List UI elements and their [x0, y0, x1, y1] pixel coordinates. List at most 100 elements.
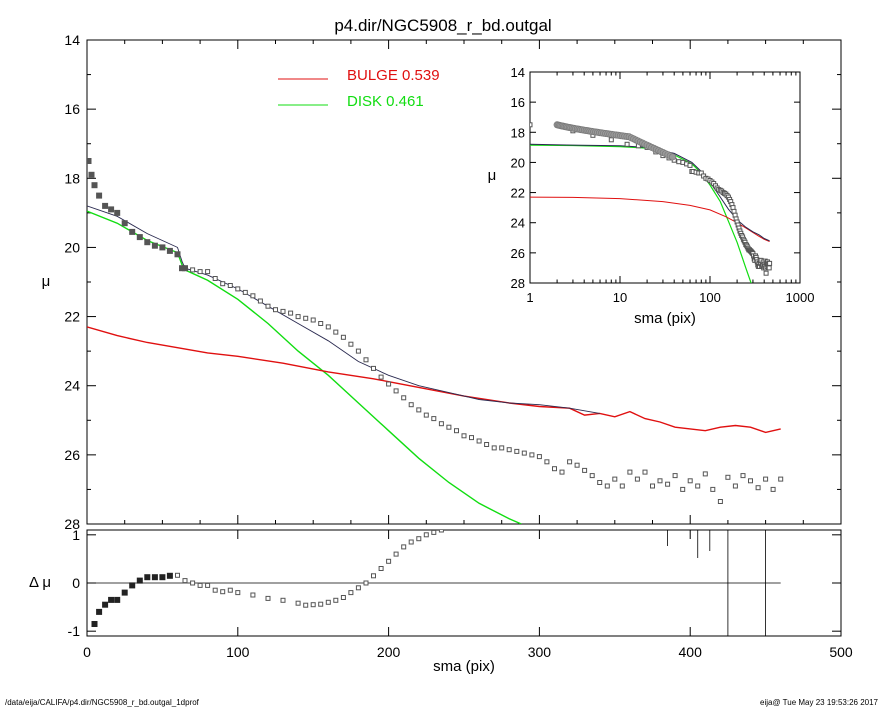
residual-x-axis-label: sma (pix) — [433, 658, 495, 675]
residual-point — [303, 602, 309, 608]
inset-profile-dense-point — [669, 153, 677, 161]
residual-point — [333, 597, 339, 603]
residual-point — [121, 589, 128, 596]
profile-point — [732, 483, 738, 489]
profile-point — [454, 428, 459, 434]
profile-point — [242, 289, 248, 295]
profile-point — [506, 447, 512, 453]
profile-point — [333, 329, 339, 335]
profile-point — [151, 242, 158, 249]
legend: BULGE 0.539 DISK 0.461 — [278, 67, 440, 110]
profile-point — [227, 283, 233, 288]
residual-y-tick-label: 1 — [72, 527, 80, 543]
inset-bulge-line — [530, 196, 770, 243]
residual-point — [250, 592, 256, 598]
inset-profile-point — [608, 137, 614, 143]
residual-point — [159, 574, 166, 581]
profile-point — [484, 442, 490, 447]
profile-point — [371, 365, 376, 371]
main-plot: 14 16 18 20 22 24 26 28 μ BULGE 0.539 DISK 0.46… — [42, 32, 842, 532]
inset-y-tick-label: 26 — [511, 246, 525, 261]
inset-profile-point — [687, 162, 693, 168]
footer-right: eija@ Tue May 23 19:53:26 2017 — [760, 698, 879, 707]
profile-point — [748, 478, 753, 484]
profile-point — [197, 269, 203, 275]
profile-point — [144, 239, 151, 246]
profile-point — [582, 467, 588, 473]
profile-point — [559, 469, 565, 475]
inset-plot-frame — [529, 71, 801, 284]
inset-y-axis-label: μ — [488, 167, 497, 184]
profile-point — [408, 402, 414, 408]
profile-point — [88, 171, 95, 178]
profile-point — [529, 452, 535, 458]
profile-point — [725, 474, 731, 480]
residual-point — [227, 587, 233, 593]
inset-profile-point — [624, 141, 630, 147]
profile-point — [597, 480, 603, 485]
profile-point — [121, 220, 128, 227]
residual-y-tick-label: 0 — [72, 575, 80, 591]
profile-point — [423, 412, 429, 418]
profile-point — [416, 407, 422, 413]
inset-x-tick-label: 1000 — [786, 290, 815, 305]
x-tick-label: 500 — [829, 644, 853, 660]
residual-point — [175, 572, 180, 578]
profile-point — [695, 483, 701, 489]
bulge-model-line — [87, 326, 781, 434]
profile-point — [438, 421, 444, 427]
residual-point — [416, 536, 422, 542]
profile-point — [589, 473, 595, 479]
y-tick-label: 14 — [64, 32, 80, 48]
profile-point — [627, 469, 633, 475]
residual-y-axis-label: Δ μ — [29, 574, 51, 591]
residual-point — [363, 580, 369, 586]
profile-point — [604, 483, 610, 489]
profile-point — [680, 486, 686, 492]
x-tick-label: 300 — [528, 644, 552, 660]
y-tick-label: 28 — [64, 516, 80, 532]
residual-point — [108, 596, 115, 603]
residual-point — [423, 532, 429, 538]
inset-x-axis-label: sma (pix) — [634, 310, 696, 327]
residual-point — [386, 558, 392, 564]
residual-point — [408, 539, 414, 545]
profile-point — [108, 206, 115, 213]
residual-point — [355, 585, 361, 591]
y-tick-label: 26 — [64, 447, 80, 463]
inset-series — [530, 121, 773, 283]
profile-point — [348, 341, 354, 347]
profile-point — [469, 435, 474, 441]
profile-point — [87, 158, 92, 164]
profile-point — [514, 448, 520, 454]
legend-disk-label: DISK 0.461 — [347, 93, 424, 110]
main-y-ticks: 14 16 18 20 22 24 26 28 — [64, 32, 841, 532]
residual-point — [371, 573, 376, 579]
profile-point — [159, 244, 166, 251]
profile-point — [265, 303, 271, 309]
profile-point — [303, 315, 309, 321]
x-tick-label: 100 — [226, 644, 250, 660]
profile-point — [318, 321, 324, 326]
profile-point — [710, 486, 716, 492]
residual-point — [431, 530, 437, 535]
residual-point — [197, 582, 203, 588]
residual-point — [166, 572, 173, 579]
x-tick-label: 200 — [377, 644, 401, 660]
inset-x-tick-label: 100 — [699, 290, 721, 305]
residual-point — [325, 599, 331, 605]
profile-point — [102, 202, 109, 209]
residual-series-group — [89, 530, 766, 643]
inset-profile-point — [676, 159, 682, 165]
residual-point — [102, 601, 109, 608]
y-tick-label: 16 — [64, 101, 80, 117]
inset-profile-point — [530, 122, 533, 128]
profile-point — [235, 286, 241, 292]
residual-point — [151, 574, 158, 581]
inset-y-tick-label: 24 — [511, 216, 525, 231]
residual-y-tick-label: -1 — [68, 623, 81, 639]
inset-y-tick-label: 22 — [511, 186, 525, 201]
residual-point — [182, 578, 188, 584]
residual-point — [89, 638, 94, 643]
residual-point — [96, 608, 103, 615]
